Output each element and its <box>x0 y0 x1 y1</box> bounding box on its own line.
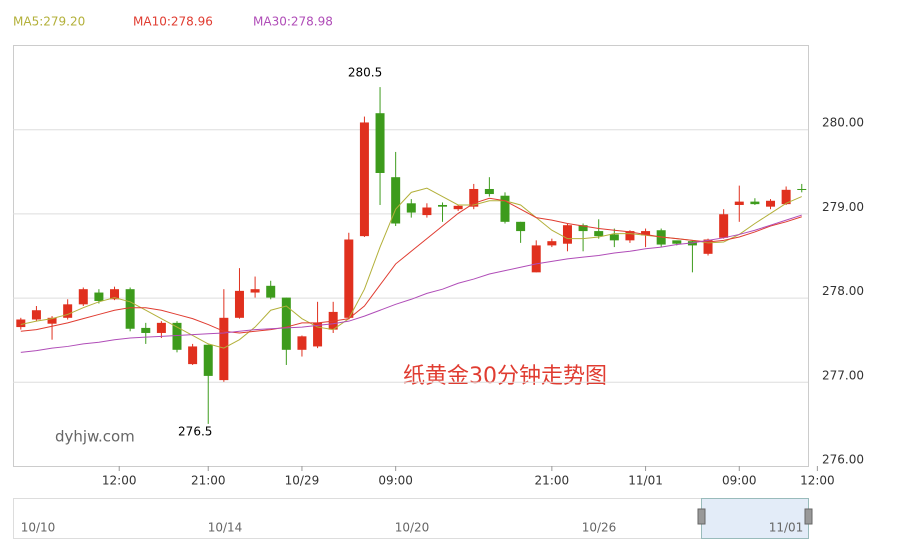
legend-entry: MA5:279.20 <box>13 15 85 29</box>
candle-body <box>266 285 276 298</box>
candle-body <box>703 239 713 254</box>
watermark: dyhjw.com <box>55 428 135 446</box>
candle-body <box>469 188 479 207</box>
candle-body <box>281 297 291 350</box>
navigator-handle[interactable] <box>697 508 706 525</box>
candle-body <box>719 214 729 238</box>
candle-body <box>438 204 448 207</box>
candle-body <box>516 221 526 232</box>
candle-body <box>188 346 198 365</box>
candle-body <box>94 292 104 301</box>
candle-body <box>344 239 354 318</box>
candle-body <box>297 336 307 350</box>
candle-body <box>359 122 369 237</box>
candle-body <box>625 231 635 241</box>
candle-body <box>594 231 604 237</box>
x-tick-label: 12:00 <box>800 474 835 488</box>
candle-body <box>547 241 557 246</box>
candle-body <box>453 205 463 210</box>
x-tick-label: 21:00 <box>191 474 226 488</box>
ma-line <box>20 214 802 353</box>
candle-body <box>219 317 229 381</box>
x-tick-label: 21:00 <box>535 474 570 488</box>
x-tick-label: 11/01 <box>628 474 663 488</box>
plot-frame <box>13 45 809 467</box>
candle-body <box>562 225 572 244</box>
candle-body <box>734 201 744 205</box>
navigator-label: 11/01 <box>769 521 804 535</box>
navigator-label: 10/20 <box>395 521 430 535</box>
legend-entry: MA30:278.98 <box>253 15 333 29</box>
candle-body <box>203 344 213 376</box>
candle-body <box>781 189 791 205</box>
legend-entry: MA10:278.96 <box>133 15 213 29</box>
candle-body <box>531 245 541 273</box>
candle-body <box>31 310 41 320</box>
candle-body <box>156 322 166 333</box>
candle-body <box>47 317 57 324</box>
candle-body <box>78 289 88 305</box>
max-label: 280.5 <box>348 66 382 80</box>
candle-body <box>391 177 401 224</box>
candle-body <box>500 195 510 222</box>
candle-body <box>313 322 323 347</box>
candle-body <box>609 234 619 241</box>
candle-body <box>578 225 588 232</box>
chart-title: 纸黄金30分钟走势图 <box>403 364 607 389</box>
candle-body <box>672 240 682 244</box>
candle-body <box>422 207 432 216</box>
y-tick-label: 278.00 <box>822 284 864 298</box>
candle-body <box>172 322 182 350</box>
candle-body <box>16 319 26 328</box>
x-tick-label: 12:00 <box>102 474 137 488</box>
candle-body <box>125 289 135 329</box>
candle-body <box>375 113 385 173</box>
navigator[interactable] <box>13 498 813 539</box>
candle-body <box>484 188 494 195</box>
y-tick-label: 277.00 <box>822 368 864 382</box>
y-tick-label: 280.00 <box>822 116 864 130</box>
candle-body <box>110 289 120 300</box>
x-tick-label: 09:00 <box>378 474 413 488</box>
ma-line <box>20 197 802 334</box>
candle-body <box>63 304 73 318</box>
candle-body <box>406 203 416 213</box>
candle-body <box>641 231 651 236</box>
navigator-label: 10/14 <box>208 521 243 535</box>
x-tick-label: 09:00 <box>722 474 757 488</box>
y-tick-label: 279.00 <box>822 200 864 214</box>
x-tick-label: 10/29 <box>285 474 320 488</box>
navigator-handle[interactable] <box>804 508 813 525</box>
candle-body <box>234 290 244 318</box>
candle-body <box>750 201 760 205</box>
navigator-label: 10/10 <box>21 521 56 535</box>
candle-body <box>797 188 807 190</box>
candle-body <box>250 289 260 293</box>
navigator-selection[interactable] <box>701 498 809 539</box>
navigator-label: 10/26 <box>582 521 617 535</box>
min-label: 276.5 <box>178 424 212 438</box>
candle-body <box>141 327 151 333</box>
candle-body <box>766 200 776 207</box>
y-tick-label: 276.00 <box>822 453 864 467</box>
